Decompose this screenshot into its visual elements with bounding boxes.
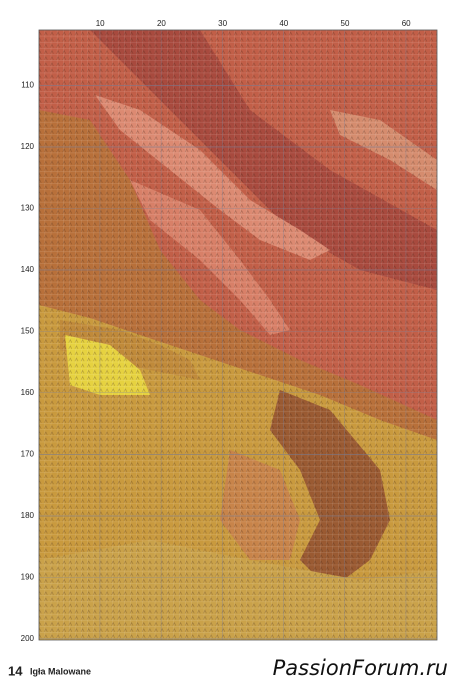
column-label: 10 (96, 19, 105, 28)
magazine-name: Igła Malowane (30, 666, 91, 676)
row-label: 150 (21, 327, 35, 336)
column-label: 30 (218, 19, 227, 28)
chart-grid (39, 30, 437, 640)
row-label: 180 (21, 511, 35, 520)
row-label: 170 (21, 450, 35, 459)
page-number: 14 (8, 663, 23, 678)
grid-border (38, 29, 438, 641)
column-label: 60 (402, 19, 411, 28)
row-label: 190 (21, 573, 35, 582)
row-label: 160 (21, 388, 35, 397)
row-label: 110 (21, 81, 34, 90)
column-label: 50 (341, 19, 350, 28)
watermark: PassionForum.ru (273, 656, 448, 680)
row-label: 120 (21, 142, 35, 151)
row-label: 200 (21, 634, 35, 643)
row-label: 130 (21, 204, 35, 213)
row-labels: 110 120 130 140 150 160 170 180 190 200 (21, 81, 35, 644)
column-labels: 10 20 30 40 50 60 (96, 19, 411, 28)
row-label: 140 (21, 265, 35, 274)
column-label: 20 (157, 19, 166, 28)
column-label: 40 (279, 19, 288, 28)
